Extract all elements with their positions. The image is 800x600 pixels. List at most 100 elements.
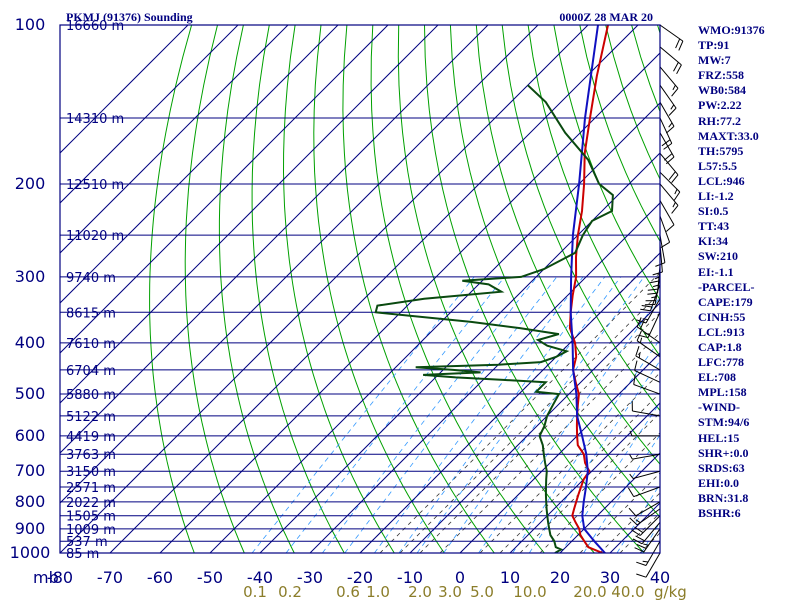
- wind-barb-feather: [668, 107, 677, 116]
- wind-barb: [638, 312, 661, 339]
- index-item: TT:43: [698, 219, 730, 234]
- mixing-ratio-label: 40.0: [611, 583, 644, 600]
- isotherm-line: [60, 25, 589, 553]
- index-item: CAPE:179: [698, 294, 753, 309]
- index-item: MPL:158: [698, 385, 747, 400]
- mixing-ratio-label: 3.0: [438, 583, 462, 600]
- y-tick-label: 300: [15, 267, 46, 286]
- wind-barb-staff: [659, 132, 675, 158]
- wind-barb: [629, 430, 661, 437]
- index-item: LCL:913: [698, 324, 745, 339]
- wind-barb-feather: [639, 337, 643, 344]
- isotherm-line: [60, 25, 439, 404]
- wind-barb-feather: [631, 529, 641, 536]
- wind-barb: [634, 528, 661, 553]
- wind-barb-feather: [642, 560, 649, 563]
- wind-barb-feather: [665, 224, 675, 232]
- wind-barb: [659, 84, 677, 116]
- wind-barb-staff: [659, 183, 679, 206]
- wind-barb-staff: [632, 453, 661, 460]
- wind-barb: [633, 374, 661, 395]
- index-item: -WIND-: [698, 400, 740, 415]
- index-item: BRN:31.8: [698, 490, 749, 505]
- wind-barb: [632, 522, 661, 545]
- wind-barb-staff: [659, 153, 679, 176]
- wind-barb-feather: [638, 334, 649, 339]
- height-label: 7610 m: [66, 337, 116, 352]
- height-label: 3763 m: [66, 448, 116, 463]
- wind-barb: [659, 171, 681, 201]
- wind-barb-layer: [627, 24, 684, 578]
- wind-barb-feather: [629, 430, 633, 437]
- y-tick-label: 1000: [10, 543, 51, 562]
- wind-barb-staff: [636, 508, 661, 526]
- isotherm-line: [60, 25, 189, 154]
- plot-frame: [59, 24, 661, 554]
- wind-barb: [659, 200, 675, 232]
- x-tick-label: 0: [455, 568, 465, 587]
- wind-barb-staff: [635, 355, 661, 371]
- height-label: 537 m: [66, 535, 108, 550]
- index-item: LI:-1.2: [698, 189, 734, 204]
- wind-barb-staff: [659, 171, 681, 193]
- y-tick-label: 400: [15, 333, 46, 352]
- wind-barb-feather: [663, 142, 673, 150]
- index-item: FRZ:558: [698, 68, 744, 83]
- height-label: 11020 m: [66, 229, 124, 244]
- station-title: PKMJ (91376) Sounding: [66, 10, 193, 24]
- wind-barb-feather: [654, 276, 661, 280]
- wind-barb-feather: [636, 317, 642, 328]
- x-tick-label: -60: [147, 568, 173, 587]
- wind-barb-feather: [632, 538, 643, 545]
- mixing-ratio-label: 0.6: [336, 583, 360, 600]
- wind-barb-feather: [636, 561, 647, 566]
- wind-barb-feather: [642, 318, 649, 321]
- grid-layer: [60, 25, 660, 553]
- height-label: 12510 m: [66, 178, 124, 193]
- wind-barb-feather: [665, 126, 675, 134]
- isotherm-line: [259, 152, 660, 553]
- wind-barb-feather: [641, 305, 652, 308]
- wind-barb: [631, 515, 661, 536]
- wind-barb-staff: [659, 66, 679, 89]
- index-item: STM:94/6: [698, 415, 750, 430]
- wind-barb: [636, 552, 661, 578]
- wind-barb-staff: [634, 370, 661, 383]
- index-item: SRDS:63: [698, 460, 745, 475]
- index-item: MW:7: [698, 53, 731, 68]
- wind-barb-staff: [632, 410, 661, 417]
- wind-barb-feather: [647, 292, 658, 295]
- wind-barb-staff: [647, 312, 661, 338]
- wind-barb: [659, 24, 684, 51]
- x-tick-label: 20: [550, 568, 570, 587]
- wind-barb: [627, 486, 661, 498]
- height-label: 6704 m: [66, 364, 116, 379]
- isotherm-line: [209, 102, 660, 553]
- moist-adiabat: [399, 292, 660, 553]
- wind-barb-feather: [635, 535, 645, 542]
- moist-adiabat: [439, 332, 660, 553]
- x-tick-label: 10: [500, 568, 520, 587]
- mixing-ratio-line: [322, 276, 538, 553]
- wind-barb-feather: [674, 188, 678, 195]
- index-item: BSHR:6: [698, 506, 741, 520]
- height-label: 5880 m: [66, 388, 116, 403]
- wind-barb-staff: [635, 501, 661, 517]
- mixing-ratio-label: 0.1: [243, 583, 267, 600]
- wind-barb-feather: [651, 296, 657, 299]
- wind-barb-feather: [652, 284, 659, 288]
- height-label: 16660 m: [66, 19, 124, 34]
- height-label: 1505 m: [66, 510, 116, 525]
- wind-barb-staff: [633, 384, 661, 395]
- wind-barb-feather: [661, 139, 671, 147]
- wind-barb: [659, 117, 673, 150]
- isotherm-line: [60, 25, 389, 354]
- y-tick-label: 900: [15, 519, 46, 538]
- mixing-ratio-label: 2.0: [408, 583, 432, 600]
- height-label: 1009 m: [66, 523, 116, 538]
- isotherm-line: [60, 25, 289, 254]
- index-item: EHI:0.0: [698, 475, 740, 490]
- wind-barb-feather: [668, 122, 673, 128]
- wind-barb: [629, 470, 661, 479]
